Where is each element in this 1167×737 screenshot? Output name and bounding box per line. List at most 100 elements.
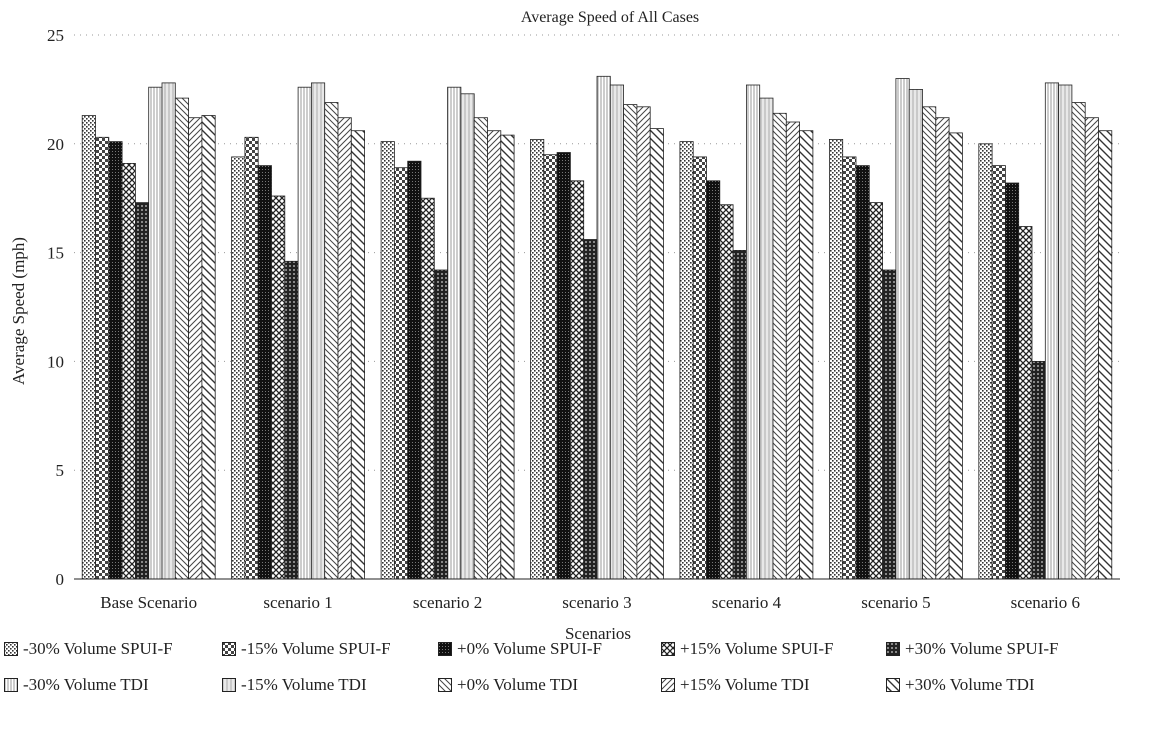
bar [649,128,664,580]
bar [935,117,950,580]
bar [719,204,734,580]
legend-item: -30% Volume TDI [4,674,149,696]
bar [108,141,123,580]
bar [95,136,110,580]
legend-label: -15% Volume TDI [241,675,367,694]
legend-swatch [886,642,900,656]
bar [161,82,176,580]
legend-item: +15% Volume TDI [661,674,810,696]
bar [1058,84,1073,580]
bar [609,84,624,580]
bar [636,106,651,580]
bar [908,89,923,580]
y-tick-label: 20 [47,135,64,154]
legend-item: -15% Volume SPUI-F [222,638,391,660]
bar [188,117,203,580]
bar [487,130,502,580]
legend-swatch [222,678,236,692]
bar [1098,130,1113,580]
legend-swatch [438,642,452,656]
bar [868,202,883,580]
x-tick-label: scenario 4 [712,593,782,612]
bar [922,106,937,580]
bar [460,93,475,580]
bar [420,197,435,580]
legend-label: +15% Volume TDI [680,675,810,694]
bar [310,82,326,580]
bar [201,115,216,580]
legend-swatch [438,678,452,692]
x-tick-label: scenario 1 [263,593,332,612]
bar [284,260,299,580]
bar [746,84,761,580]
bar [121,162,136,580]
bar [991,165,1006,580]
bar [1044,82,1060,580]
bar [679,141,694,580]
legend-item: +0% Volume SPUI-F [438,638,602,660]
bar [337,117,352,580]
bar [855,165,870,580]
legend-label: +0% Volume TDI [457,675,579,694]
legend-item: -15% Volume TDI [222,674,367,696]
legend-label: -30% Volume TDI [23,675,149,694]
legend-label: -30% Volume SPUI-F [23,639,173,658]
y-tick-label: 15 [47,244,64,263]
bar [583,239,598,580]
legend-label: +30% Volume SPUI-F [905,639,1059,658]
y-tick-label: 25 [47,26,64,45]
bar [324,102,339,580]
bar [1084,117,1099,580]
bar [500,134,515,580]
bar [297,86,312,580]
legend-label: -15% Volume SPUI-F [241,639,391,658]
legend-label: +0% Volume SPUI-F [457,639,602,658]
bar [732,249,747,580]
x-tick-label: scenario 5 [861,593,930,612]
x-axis-ticks: Base Scenario scenario 1 scenario 2 scenari… [100,593,1080,612]
bar [948,132,963,580]
legend-swatch [661,678,675,692]
bar [785,121,800,580]
bar [393,167,409,580]
bar [1005,182,1020,580]
legend-item: +30% Volume SPUI-F [886,638,1058,660]
y-axis-label: Average Speed (mph) [9,237,28,385]
legend-swatch [886,678,900,692]
bar [1018,226,1033,580]
chart-title: Average Speed of All Cases [521,9,699,26]
y-axis-ticks: 0 5 10 15 20 25 [47,26,64,589]
bar [1031,360,1046,580]
bars [81,75,1113,580]
bar [174,97,190,580]
legend-item: +0% Volume TDI [438,674,578,696]
legend-label: +15% Volume SPUI-F [680,639,834,658]
legend-swatch [661,642,675,656]
bar [257,165,272,580]
bar [447,86,462,580]
bar [81,115,96,580]
legend-item: -30% Volume SPUI-F [4,638,173,660]
bar [772,112,787,580]
legend-swatch [4,678,18,692]
bar [407,160,422,580]
x-axis-label: Scenarios [565,624,631,643]
bar [473,117,488,580]
bar [829,138,844,580]
x-tick-label: Base Scenario [100,593,197,612]
bar [692,156,707,580]
bar [148,86,163,580]
legend-swatch [222,642,236,656]
bar [623,104,638,580]
bar [271,195,286,580]
bar [556,152,571,580]
bar [596,75,611,580]
legend-item: +30% Volume TDI [886,674,1035,696]
legend-label: +30% Volume TDI [905,675,1035,694]
bar [530,138,545,580]
bar [759,97,774,580]
legend-swatch [4,642,18,656]
bar [882,269,897,580]
bar [570,180,585,580]
